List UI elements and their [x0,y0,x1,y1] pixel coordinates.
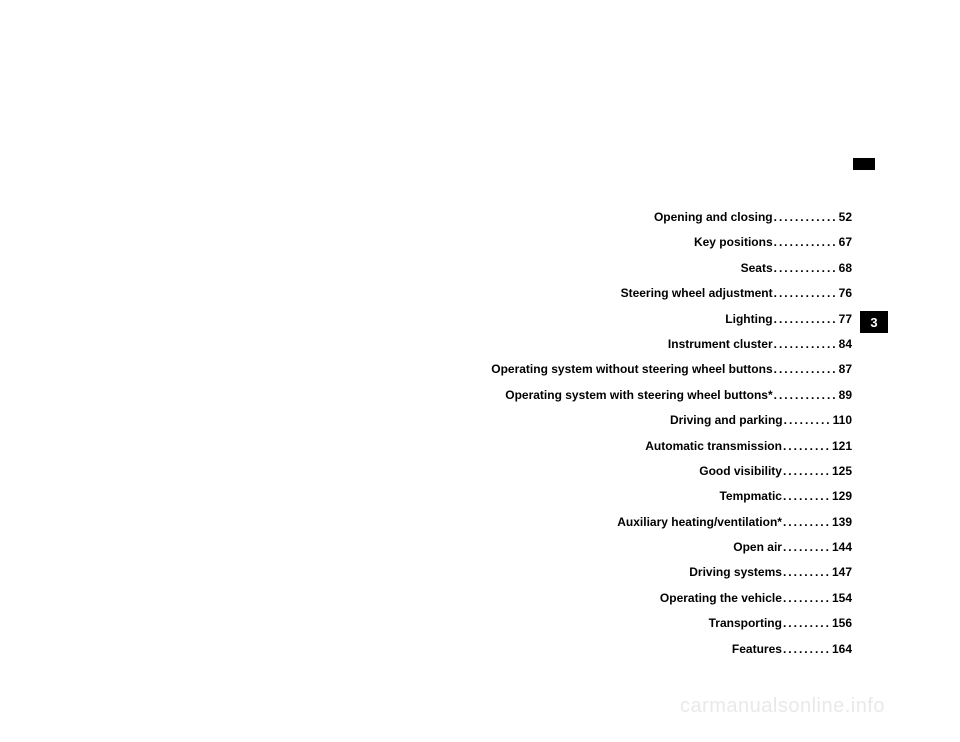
toc-page: 84 [839,336,852,353]
toc-page: 87 [839,361,852,378]
toc-page: 89 [839,387,852,404]
toc-page: 67 [839,234,852,251]
toc-page: 147 [832,564,852,581]
toc-row: Auxiliary heating/ventilation*......... … [252,514,852,531]
toc-row: Operating system without steering wheel … [252,361,852,378]
chapter-tab: 3 [860,311,888,333]
toc-row: Lighting............77 [252,311,852,328]
toc-page: 110 [833,412,852,429]
toc-label: Operating system without steering wheel … [491,361,772,378]
toc-row: Seats............68 [252,260,852,277]
toc-dots: ......... [783,615,831,632]
toc-row: Key positions............67 [252,234,852,251]
toc-dots: ......... [783,488,831,505]
toc-label: Good visibility [699,463,782,480]
toc-page: 156 [832,615,852,632]
toc-row: Instrument cluster............84 [252,336,852,353]
toc-label: Operating system with steering wheel but… [505,387,772,404]
toc-label: Instrument cluster [668,336,773,353]
toc-dots: ......... [783,463,831,480]
toc-page: 68 [839,260,852,277]
chapter-number: 3 [870,315,877,330]
toc-row: Driving systems......... 147 [252,564,852,581]
toc-page: 52 [839,209,852,226]
toc-row: Opening and closing............52 [252,209,852,226]
toc-dots: ............ [774,361,838,378]
toc-label: Steering wheel adjustment [621,285,773,302]
toc-page: 125 [832,463,852,480]
toc-label: Open air [733,539,782,556]
toc-dots: ............ [774,336,838,353]
toc-page: 144 [832,539,852,556]
toc-row: Tempmatic......... 129 [252,488,852,505]
toc-page: 129 [832,488,852,505]
toc-row: Open air......... 144 [252,539,852,556]
toc-row: Features......... 164 [252,641,852,658]
toc-label: Tempmatic [719,488,781,505]
toc-label: Lighting [725,311,772,328]
table-of-contents: Opening and closing............52 Key po… [252,209,852,666]
toc-dots: ............ [774,209,838,226]
toc-label: Operating the vehicle [660,590,782,607]
page-corner-mark [853,158,875,170]
toc-label: Seats [741,260,773,277]
toc-page: 164 [832,641,852,658]
manual-page: 3 Opening and closing............52 Key … [0,0,960,742]
toc-dots: ......... [784,412,832,429]
toc-row: Automatic transmission......... 121 [252,438,852,455]
toc-dots: ......... [783,514,831,531]
toc-label: Driving and parking [670,412,783,429]
toc-row: Good visibility......... 125 [252,463,852,480]
toc-page: 77 [839,311,852,328]
toc-dots: ............ [774,387,838,404]
toc-row: Operating the vehicle......... 154 [252,590,852,607]
toc-dots: ......... [783,438,831,455]
toc-label: Automatic transmission [645,438,782,455]
toc-dots: ......... [783,641,831,658]
toc-row: Steering wheel adjustment............76 [252,285,852,302]
toc-label: Opening and closing [654,209,773,226]
watermark-text: carmanualsonline.info [680,695,885,718]
toc-dots: ............ [774,260,838,277]
toc-dots: ............ [774,285,838,302]
toc-row: Driving and parking......... 110 [252,412,852,429]
toc-dots: ......... [783,539,831,556]
toc-dots: ............ [774,311,838,328]
toc-row: Operating system with steering wheel but… [252,387,852,404]
toc-label: Features [732,641,782,658]
toc-dots: ............ [774,234,838,251]
toc-label: Driving systems [689,564,782,581]
toc-page: 121 [832,438,852,455]
toc-row: Transporting......... 156 [252,615,852,632]
toc-page: 139 [832,514,852,531]
toc-page: 76 [839,285,852,302]
toc-page: 154 [832,590,852,607]
toc-dots: ......... [783,564,831,581]
toc-label: Auxiliary heating/ventilation* [617,514,782,531]
toc-label: Key positions [694,234,773,251]
toc-label: Transporting [709,615,782,632]
toc-dots: ......... [783,590,831,607]
